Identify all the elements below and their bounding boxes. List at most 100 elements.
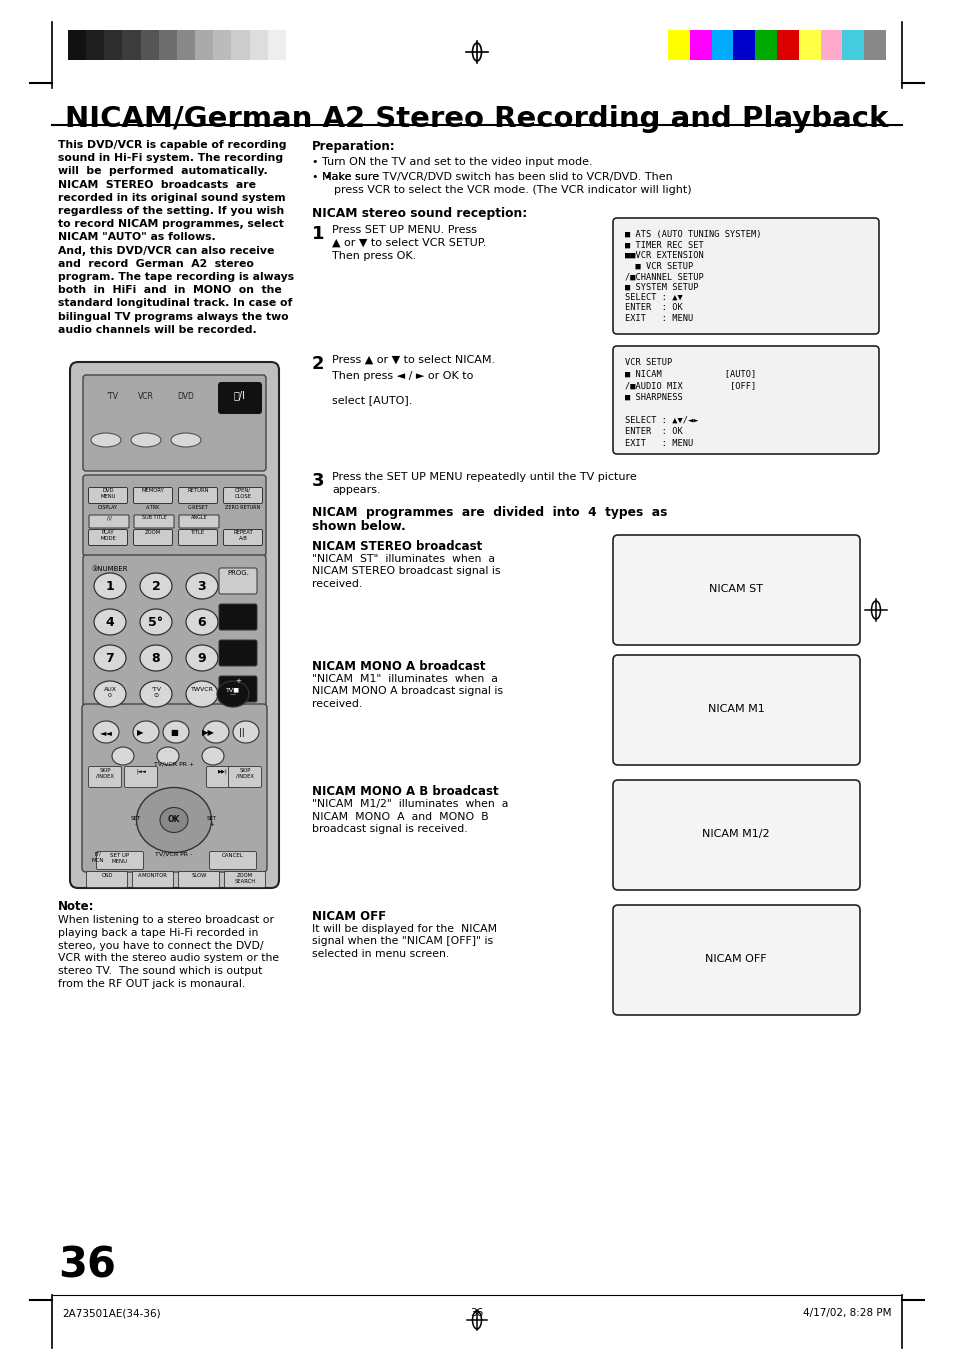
Ellipse shape [131, 434, 161, 447]
Ellipse shape [94, 609, 126, 635]
FancyBboxPatch shape [613, 535, 859, 644]
Text: NICAM M1/2: NICAM M1/2 [701, 830, 769, 839]
FancyBboxPatch shape [224, 871, 265, 888]
FancyBboxPatch shape [96, 851, 143, 870]
Text: NICAM OFF: NICAM OFF [312, 911, 386, 923]
Text: ◄◄: ◄◄ [99, 728, 112, 738]
FancyBboxPatch shape [206, 766, 239, 788]
Text: Press SET UP MENU. Press: Press SET UP MENU. Press [332, 226, 476, 235]
Text: NICAM  programmes  are  divided  into  4  types  as: NICAM programmes are divided into 4 type… [312, 507, 667, 519]
Text: SLOW: SLOW [192, 873, 207, 878]
Text: 4: 4 [106, 616, 114, 630]
Ellipse shape [136, 788, 212, 852]
Text: C-RESET: C-RESET [188, 505, 208, 509]
Text: ■■VCR EXTENSION: ■■VCR EXTENSION [624, 251, 703, 259]
Text: 1: 1 [312, 226, 324, 243]
Text: RETURN: RETURN [187, 488, 209, 493]
FancyBboxPatch shape [70, 362, 278, 888]
Text: NICAM MONO A broadcast signal is: NICAM MONO A broadcast signal is [312, 686, 502, 697]
Text: 7: 7 [106, 653, 114, 665]
FancyBboxPatch shape [133, 515, 173, 528]
FancyBboxPatch shape [219, 676, 256, 703]
FancyBboxPatch shape [229, 766, 261, 788]
Text: ■ SHARPNESS: ■ SHARPNESS [624, 393, 682, 401]
Text: ■ VCR SETUP: ■ VCR SETUP [624, 262, 693, 270]
Bar [195, 30, 213, 59]
Text: And, this DVD/VCR can also receive: And, this DVD/VCR can also receive [58, 246, 274, 255]
Text: Make sure TV/VCR/DVD switch has been slid to VCR/DVD. Then: Make sure TV/VCR/DVD switch has been sli… [322, 172, 672, 182]
Ellipse shape [186, 609, 218, 635]
Text: ▶▶|: ▶▶| [218, 767, 228, 774]
Text: 9: 9 [197, 653, 206, 665]
FancyBboxPatch shape [613, 218, 878, 334]
Text: ///: /// [107, 515, 112, 520]
Ellipse shape [94, 681, 126, 707]
Text: 1: 1 [106, 580, 114, 593]
Text: and  record  German  A2  stereo: and record German A2 stereo [58, 259, 253, 269]
Text: "NICAM  M1"  illuminates  when  a: "NICAM M1" illuminates when a [312, 674, 497, 684]
Bar [232, 30, 250, 59]
Text: both  in  HiFi  and  in  MONO  on  the: both in HiFi and in MONO on the [58, 285, 281, 296]
Text: 3: 3 [312, 471, 324, 490]
Ellipse shape [140, 573, 172, 598]
Text: +: + [234, 678, 241, 684]
Text: Then press ◄ / ► or OK to: Then press ◄ / ► or OK to [332, 372, 473, 381]
Text: ■ TIMER REC SET: ■ TIMER REC SET [624, 240, 703, 250]
FancyBboxPatch shape [210, 851, 256, 870]
Bar [68, 30, 86, 59]
Ellipse shape [216, 681, 249, 707]
Text: "NICAM  ST"  illuminates  when  a: "NICAM ST" illuminates when a [312, 554, 495, 563]
Text: A.TRK: A.TRK [146, 505, 160, 509]
Text: shown below.: shown below. [312, 520, 405, 534]
Text: NICAM  MONO  A  and  MONO  B: NICAM MONO A and MONO B [312, 812, 488, 821]
Text: ZOOM
SEARCH: ZOOM SEARCH [234, 873, 255, 884]
FancyBboxPatch shape [178, 871, 219, 888]
Ellipse shape [202, 747, 224, 765]
Text: ⏻/I: ⏻/I [233, 390, 246, 400]
FancyBboxPatch shape [89, 530, 128, 546]
Ellipse shape [92, 721, 119, 743]
Text: TITLE: TITLE [191, 530, 205, 535]
Text: REPEAT
A-B: REPEAT A-B [233, 530, 253, 540]
Text: A.MONITOR: A.MONITOR [138, 873, 168, 878]
Text: ZERO RETURN: ZERO RETURN [225, 505, 260, 509]
Text: program. The tape recording is always: program. The tape recording is always [58, 272, 294, 282]
Text: NICAM OFF: NICAM OFF [704, 954, 766, 965]
Text: This DVD/VCR is capable of recording: This DVD/VCR is capable of recording [58, 141, 286, 150]
Text: 2: 2 [152, 580, 160, 593]
Text: ▶▶: ▶▶ [201, 728, 214, 738]
FancyBboxPatch shape [82, 704, 267, 871]
Text: bilingual TV programs always the two: bilingual TV programs always the two [58, 312, 289, 322]
Text: ■: ■ [170, 728, 178, 738]
Text: ANGLE: ANGLE [191, 515, 207, 520]
FancyBboxPatch shape [219, 567, 256, 594]
Ellipse shape [171, 434, 201, 447]
FancyBboxPatch shape [218, 382, 262, 413]
FancyBboxPatch shape [613, 905, 859, 1015]
FancyBboxPatch shape [89, 766, 121, 788]
Bar [755, 30, 776, 59]
Text: NICAM "AUTO" as follows.: NICAM "AUTO" as follows. [58, 232, 215, 242]
Text: playing back a tape Hi-Fi recorded in: playing back a tape Hi-Fi recorded in [58, 928, 258, 938]
Text: ZOOM: ZOOM [145, 530, 161, 535]
Text: 2: 2 [312, 355, 324, 373]
Text: Press ▲ or ▼ to select NICAM.: Press ▲ or ▼ to select NICAM. [332, 355, 495, 365]
FancyBboxPatch shape [223, 530, 262, 546]
Bar [667, 30, 689, 59]
Text: DISPLAY: DISPLAY [98, 505, 118, 509]
Text: TWVCR: TWVCR [191, 688, 213, 692]
FancyBboxPatch shape [89, 488, 128, 504]
Ellipse shape [186, 573, 218, 598]
Text: NICAM MONO A broadcast: NICAM MONO A broadcast [312, 661, 485, 673]
Text: sound in Hi-Fi system. The recording: sound in Hi-Fi system. The recording [58, 153, 283, 163]
FancyBboxPatch shape [223, 488, 262, 504]
Text: SET UP
MENU: SET UP MENU [111, 852, 130, 863]
Text: ▶: ▶ [136, 728, 143, 738]
FancyBboxPatch shape [87, 871, 128, 888]
FancyBboxPatch shape [219, 604, 256, 630]
Text: stereo, you have to connect the DVD/: stereo, you have to connect the DVD/ [58, 940, 263, 951]
Bar [158, 30, 177, 59]
Ellipse shape [94, 573, 126, 598]
Text: OK: OK [168, 815, 180, 824]
Text: PLAY
MODE: PLAY MODE [100, 530, 115, 540]
